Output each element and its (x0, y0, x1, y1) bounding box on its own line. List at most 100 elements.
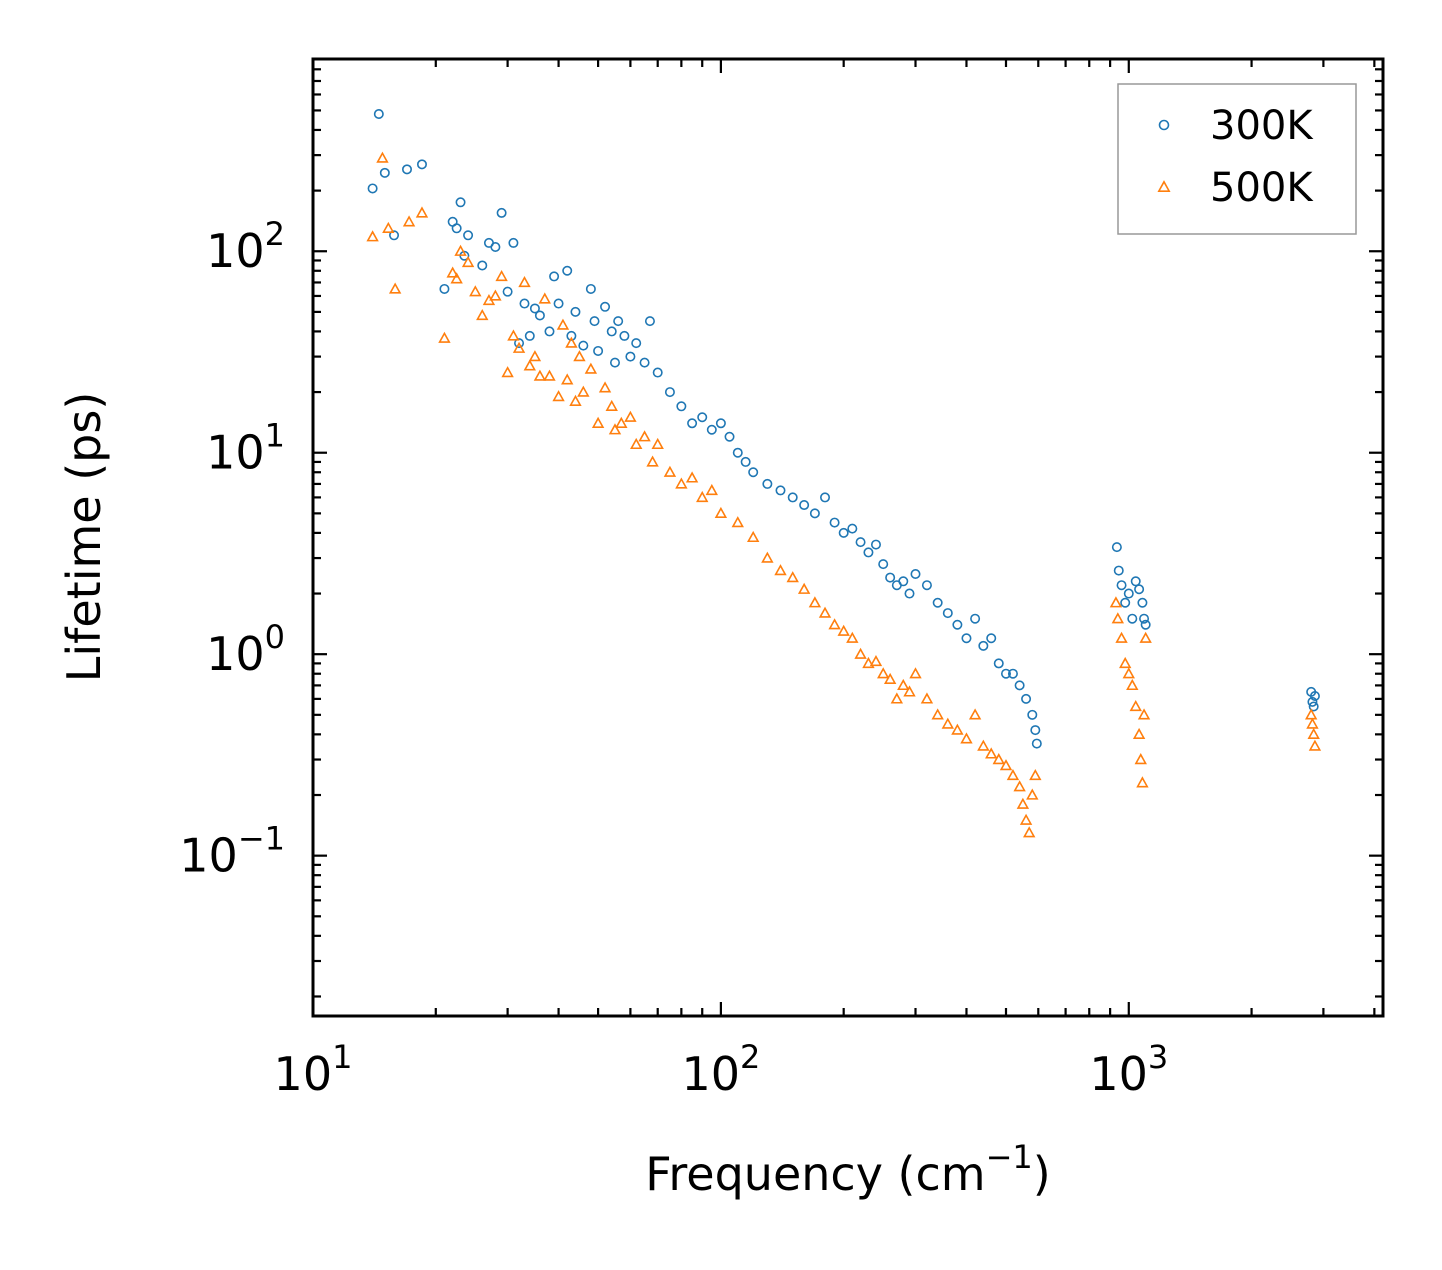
data-point (608, 423, 622, 435)
data-point (538, 292, 551, 304)
data-point (476, 308, 489, 321)
data-point (706, 424, 717, 435)
data-point (489, 289, 502, 301)
data-point (1000, 668, 1011, 679)
x-tick-labels: 101 102 103 (274, 1038, 1169, 1101)
data-point (985, 747, 998, 759)
data-point (552, 390, 565, 402)
data-point (1307, 727, 1320, 740)
data-point (877, 667, 890, 679)
data-point (561, 373, 574, 385)
data-point (598, 381, 612, 393)
data-point (846, 631, 859, 643)
data-point (809, 508, 820, 519)
data-point (514, 338, 525, 349)
x-tick-label: 103 (1089, 1038, 1168, 1101)
data-point (909, 667, 922, 679)
data-point (401, 164, 412, 175)
data-point (705, 483, 718, 496)
data-point (687, 418, 698, 429)
data-point (379, 167, 390, 178)
data-point (463, 230, 474, 241)
data-point (797, 582, 811, 594)
y-axis-label: Lifetime (ps) (57, 392, 111, 683)
data-point (1006, 769, 1020, 781)
legend: 300K 500K (1117, 83, 1357, 235)
data-point (696, 490, 709, 503)
data-point (638, 430, 651, 442)
data-point (549, 271, 560, 282)
data-point (663, 465, 677, 477)
data-point (897, 678, 910, 691)
data-point (961, 633, 972, 644)
data-point (589, 316, 600, 327)
data-point (373, 109, 384, 120)
data-point (439, 283, 450, 294)
data-point (746, 530, 760, 543)
x-tick-label: 101 (274, 1038, 353, 1101)
data-point (883, 672, 897, 685)
data-point (715, 418, 726, 429)
data-point (847, 523, 858, 534)
data-point (837, 624, 850, 636)
data-point (774, 564, 787, 576)
data-point (999, 759, 1013, 771)
data-point (854, 647, 867, 659)
data-point (1307, 696, 1318, 707)
x-axis-label: Frequency (cm−1) (645, 1138, 1050, 1201)
data-point (1139, 631, 1152, 643)
data-point (932, 597, 943, 608)
data-point (389, 230, 400, 241)
data-point (799, 500, 810, 511)
data-point (910, 569, 921, 580)
data-point (1122, 667, 1135, 679)
data-point (446, 266, 459, 278)
data-point (1139, 613, 1150, 624)
data-point (613, 316, 624, 327)
data-point (1126, 678, 1139, 691)
data-point (775, 485, 786, 496)
data-point (1026, 788, 1039, 800)
data-point (978, 640, 989, 651)
data-point (477, 260, 488, 271)
data-point (664, 387, 675, 398)
data-point (495, 269, 508, 282)
data-point (508, 237, 519, 248)
legend-marker-500K (1157, 180, 1171, 192)
data-point (524, 330, 535, 341)
data-point (1111, 542, 1122, 553)
data-point (376, 151, 389, 163)
data-point (518, 275, 531, 288)
data-point (1111, 612, 1125, 624)
data-point (828, 618, 841, 630)
data-point (544, 326, 555, 337)
data-point (382, 221, 395, 233)
data-point (512, 341, 526, 353)
legend-label-500K: 500K (1210, 165, 1314, 211)
data-point (388, 282, 402, 294)
data-point (646, 455, 659, 467)
data-point (593, 345, 604, 356)
data-point (600, 301, 611, 312)
data-point (855, 537, 866, 548)
data-point (490, 241, 501, 252)
series-300K (367, 109, 1320, 749)
data-point (625, 351, 636, 362)
data-point (519, 298, 530, 309)
data-point (573, 350, 586, 362)
series-500K (366, 151, 1322, 838)
legend-label-300K: 300K (1210, 103, 1314, 149)
data-point (878, 559, 889, 570)
data-point (951, 723, 964, 735)
data-point (578, 340, 589, 351)
legend-box (1117, 83, 1357, 235)
data-point (543, 369, 556, 381)
data-point (942, 608, 953, 619)
data-point (1306, 717, 1319, 729)
data-point (820, 492, 831, 503)
data-point (977, 739, 990, 751)
data-point (862, 656, 875, 669)
data-point (761, 551, 774, 563)
data-point (970, 613, 981, 624)
